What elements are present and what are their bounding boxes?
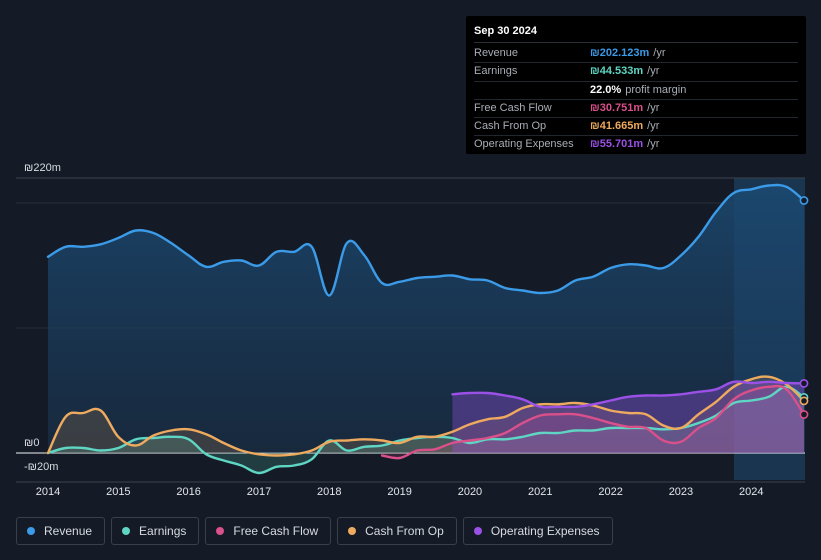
- series-line-free-cash-flow: [380, 384, 806, 460]
- series-area-operating-expenses: [452, 381, 804, 453]
- legend-dot-icon: [348, 527, 357, 535]
- x-tick-label: 2019: [387, 486, 411, 498]
- legend-label: Free Cash Flow: [233, 524, 319, 538]
- tooltip-value: ₪30.751m: [590, 101, 644, 114]
- tooltip-unit: /yr: [647, 138, 660, 151]
- series-endpoint-operating-expenses: [799, 378, 809, 388]
- tooltip-unit: /yr: [647, 120, 660, 133]
- legend-item-earnings[interactable]: Earnings: [111, 517, 200, 545]
- legend-dot-icon: [27, 527, 35, 535]
- tooltip-key: Operating Expenses: [474, 138, 574, 151]
- series-endpoint-cash-from-op: [799, 396, 809, 406]
- series-line-cash-from-op: [46, 375, 806, 457]
- x-tick-label: 2024: [739, 486, 763, 498]
- tooltip-date: Sep 30 2024: [474, 24, 798, 43]
- x-tick-label: 2020: [458, 486, 482, 498]
- x-tick-label: 2016: [176, 486, 200, 498]
- tooltip-unit: /yr: [653, 47, 666, 59]
- y-tick-label: -₪20m: [24, 461, 58, 473]
- x-tick-label: 2023: [669, 486, 693, 498]
- tooltip-row-fcf: Free Cash Flow ₪30.751m /yr: [474, 100, 798, 119]
- tooltip-unit: /yr: [647, 101, 660, 114]
- tooltip-key: Cash From Op: [474, 120, 547, 133]
- tooltip-value: ₪55.701m: [590, 138, 644, 151]
- legend-item-revenue[interactable]: Revenue: [16, 517, 106, 545]
- tooltip-key: Free Cash Flow: [474, 101, 552, 114]
- tooltip-row-cfo: Cash From Op ₪41.665m /yr: [474, 118, 798, 137]
- tooltip-key: [474, 82, 590, 99]
- legend-label: Earnings: [139, 524, 187, 538]
- y-tick-label: ₪220m: [24, 162, 61, 174]
- series-area-earnings: [48, 386, 804, 474]
- series-endpoint-revenue: [799, 196, 809, 205]
- series-line-revenue: [46, 183, 806, 297]
- tooltip-value: ₪202.123m: [590, 47, 650, 59]
- x-tick-label: 2018: [317, 486, 341, 498]
- x-tick-label: 2014: [36, 486, 60, 498]
- legend-dot-icon: [122, 527, 131, 535]
- tooltip-row-earnings: Earnings ₪44.533m /yr: [474, 63, 798, 82]
- tooltip-row-margin: 22.0% profit margin: [474, 82, 798, 100]
- x-tick-label: 2017: [247, 486, 271, 498]
- legend-dot-icon: [216, 527, 225, 535]
- legend-label: Cash From Op: [365, 524, 444, 538]
- legend: Revenue Earnings Free Cash Flow Cash Fro…: [16, 517, 613, 545]
- tooltip-key: Earnings: [474, 65, 518, 78]
- tooltip-panel: Sep 30 2024 Revenue ₪202.123m /yr Earnin…: [466, 16, 806, 154]
- tooltip-value: ₪41.665m: [590, 120, 644, 133]
- series-endpoint-free-cash-flow: [799, 410, 809, 419]
- tooltip-key: Revenue: [474, 47, 519, 59]
- tooltip-value: ₪44.533m: [590, 65, 644, 78]
- series-area-cash-from-op: [48, 376, 804, 456]
- tooltip-unit: /yr: [647, 65, 660, 78]
- legend-item-free-cash-flow[interactable]: Free Cash Flow: [205, 517, 332, 545]
- tooltip-value: 22.0%: [590, 83, 622, 96]
- x-tick-label: 2015: [106, 486, 130, 498]
- tooltip-unit: profit margin: [625, 83, 687, 96]
- series-line-operating-expenses: [451, 380, 806, 409]
- legend-item-cash-from-op[interactable]: Cash From Op: [337, 517, 457, 545]
- legend-item-operating-expenses[interactable]: Operating Expenses: [462, 517, 613, 545]
- tooltip-row-revenue: Revenue ₪202.123m /yr: [474, 45, 798, 64]
- x-tick-label: 2021: [528, 486, 552, 498]
- legend-label: Revenue: [44, 524, 93, 538]
- tooltip-row-opex: Operating Expenses ₪55.701m /yr: [474, 136, 798, 153]
- y-tick-label: ₪0: [24, 437, 39, 449]
- legend-dot-icon: [473, 527, 482, 535]
- series-area-revenue: [48, 184, 804, 453]
- x-tick-label: 2022: [598, 486, 622, 498]
- legend-label: Operating Expenses: [490, 524, 600, 538]
